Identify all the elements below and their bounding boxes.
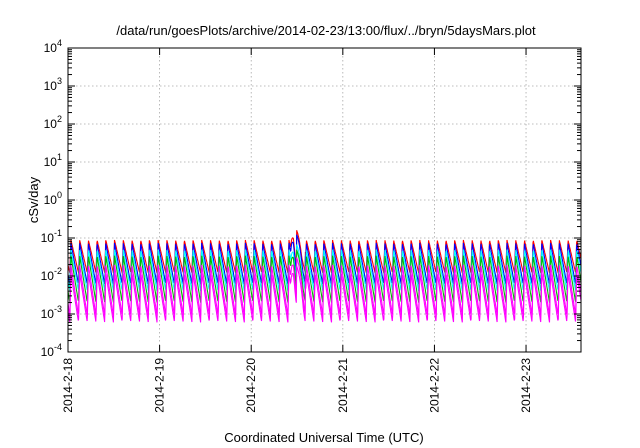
x-axis: 2014-2-18 2014-2-19 2014-2-20 2014-2-21 2014… [61,48,533,413]
series-group [67,230,582,323]
y-tick-label: 103 [44,76,62,93]
y-tick-exponent: 1 [57,152,62,162]
series-line-s6 [67,265,582,323]
y-tick-label: 100 [44,190,62,207]
y-tick-base: 10 [41,307,55,321]
y-tick-base: 10 [44,79,58,93]
x-tick-label: 2014-2-19 [153,358,167,413]
y-tick-label: 10-3 [41,304,62,321]
series-line-s1 [67,230,582,274]
y-tick-exponent: -1 [54,228,62,238]
y-tick-exponent: -3 [54,304,62,314]
series-line-s3 [67,244,582,292]
y-tick-base: 10 [41,231,55,245]
x-tick-label: 2014-2-23 [519,358,533,413]
y-tick-label: 101 [44,152,62,169]
x-axis-label: Coordinated Universal Time (UTC) [224,430,423,445]
y-tick-base: 10 [41,345,55,359]
x-tick-label: 2014-2-20 [244,358,258,413]
y-tick-exponent: -2 [54,266,62,276]
x-tick-label: 2014-2-21 [336,358,350,413]
y-tick-base: 10 [44,155,58,169]
y-tick-exponent: 4 [57,38,62,48]
x-tick-label: 2014-2-18 [61,358,75,413]
y-tick-label: 102 [44,114,62,131]
chart-title: /data/run/goesPlots/archive/2014-02-23/1… [116,23,536,38]
y-tick-exponent: 3 [57,76,62,86]
y-tick-base: 10 [44,41,58,55]
y-tick-label: 10-1 [41,228,62,245]
y-tick-exponent: -4 [54,342,62,352]
y-axis-label: cSv/day [26,176,41,223]
series-line-s5 [67,257,582,316]
y-tick-label: 10-4 [41,342,62,359]
y-tick-base: 10 [44,193,58,207]
y-tick-exponent: 2 [57,114,62,124]
y-tick-label: 104 [44,38,62,55]
y-tick-base: 10 [44,117,58,131]
y-tick-label: 10-2 [41,266,62,283]
y-tick-base: 10 [41,269,55,283]
y-tick-exponent: 0 [57,190,62,200]
x-tick-label: 2014-2-22 [427,358,441,413]
series-line-s4 [67,249,582,303]
series-line-s2 [67,234,582,285]
